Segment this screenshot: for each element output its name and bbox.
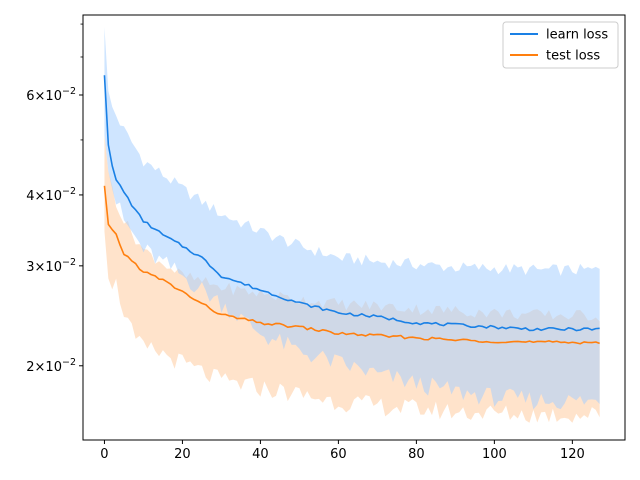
y-tick-label: 4×10−2 [26,186,76,204]
axis-ticks: 0 20 40 60 80 100 120 2×10−2 3×10−2 4×10−2 6×10−2 [26,23,585,462]
band-learn-loss [104,27,600,410]
uncertainty-bands [104,27,600,423]
series-lines [103,75,600,345]
plot-frame [82,14,626,441]
x-tick-label: 20 [174,447,191,462]
line-learn-loss [103,75,600,332]
x-tick-label: 0 [100,447,108,462]
x-tick-label: 100 [482,447,507,462]
line-test-loss [103,185,600,345]
x-tick-label: 40 [252,447,269,462]
x-tick-label: 80 [408,447,425,462]
x-tick-label: 60 [330,447,347,462]
legend-label: test loss [546,49,600,64]
y-tick-label: 3×10−2 [26,257,76,275]
legend: learn loss test loss [502,21,619,69]
y-tick-label: 2×10−2 [26,357,76,375]
x-tick-label: 120 [560,447,585,462]
y-tick-label: 6×10−2 [26,86,76,104]
legend-label: learn loss [546,28,608,43]
